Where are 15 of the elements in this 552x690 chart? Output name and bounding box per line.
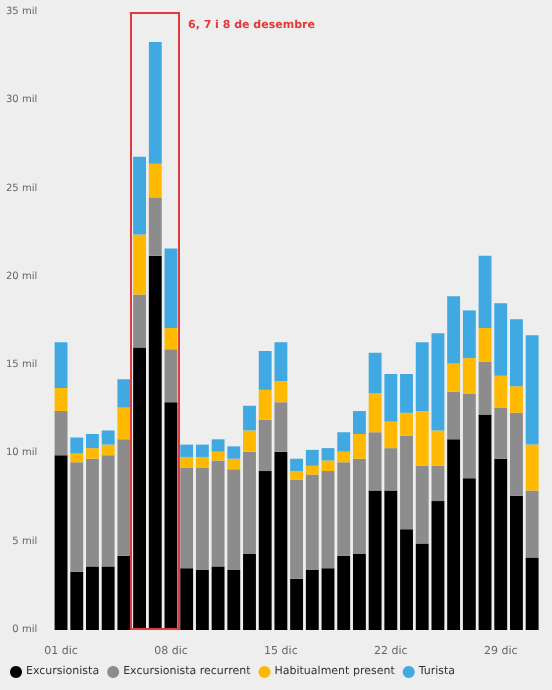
bar	[164, 248, 178, 329]
bar	[117, 379, 131, 408]
bar	[117, 407, 131, 440]
bar	[243, 405, 256, 431]
bar	[54, 411, 68, 456]
bar	[54, 342, 68, 389]
bar	[243, 430, 256, 452]
bar	[148, 197, 162, 256]
bar	[525, 444, 539, 491]
bar	[133, 234, 147, 295]
bar	[164, 328, 178, 350]
bar	[54, 388, 68, 412]
bar	[148, 163, 162, 198]
bar	[133, 294, 147, 348]
bar	[164, 349, 178, 403]
